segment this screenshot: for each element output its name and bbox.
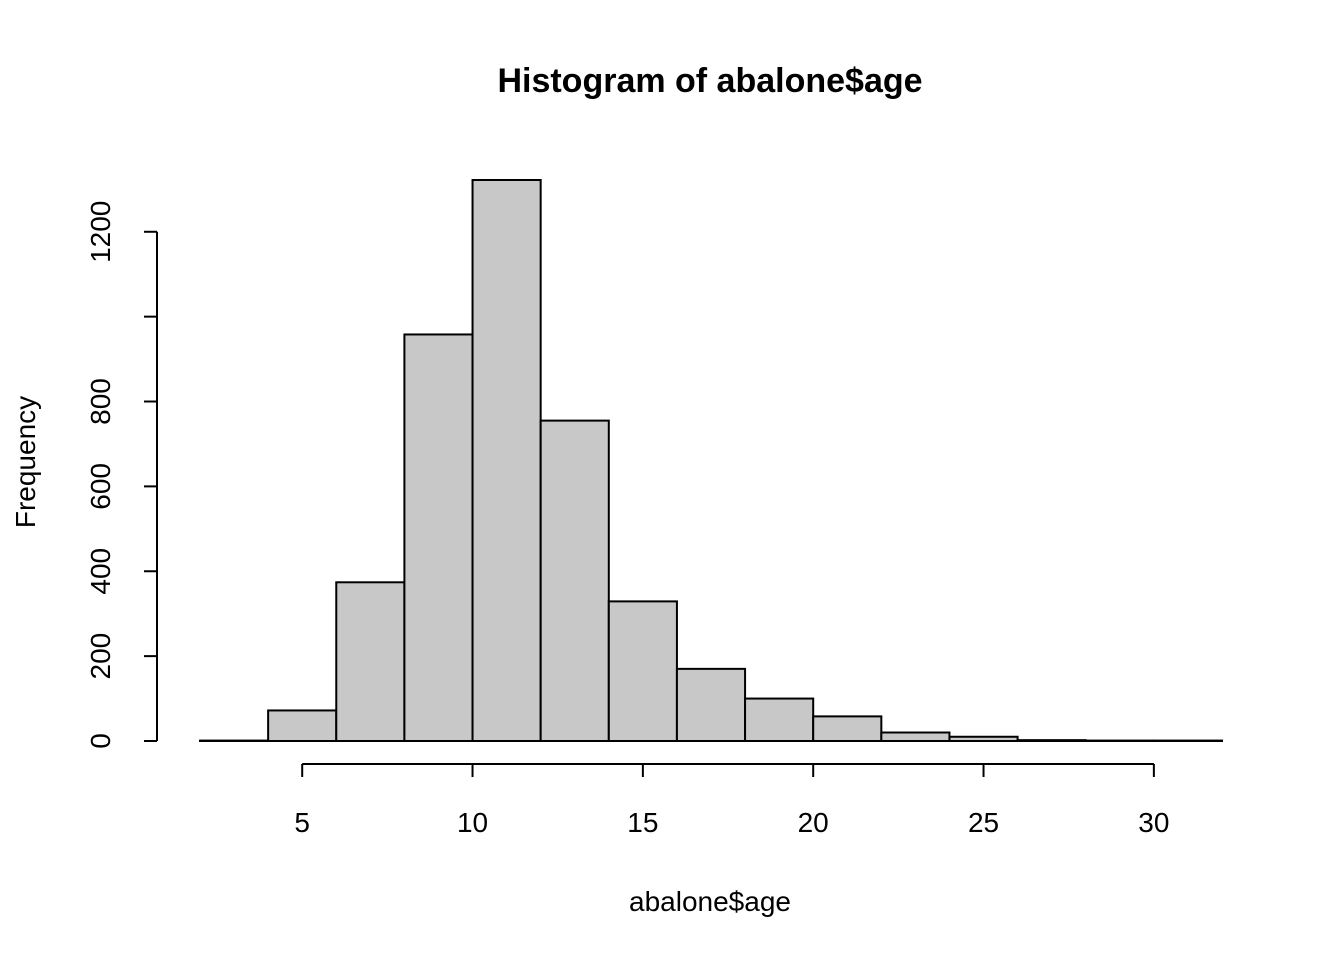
x-tick-label-2: 15 [627, 807, 658, 838]
y-axis: 0 200 400 600 800 1200 [85, 201, 158, 749]
x-axis: 5 10 15 20 25 30 [294, 763, 1169, 838]
histogram-bar-5 [539, 419, 610, 742]
histogram-bar-3 [403, 333, 474, 742]
y-tick-label-3: 600 [85, 463, 116, 510]
histogram-bar-7 [675, 667, 747, 743]
histogram-bar-11 [948, 735, 1019, 742]
y-tick-label-2: 400 [85, 548, 116, 595]
histogram-bar-9 [812, 715, 883, 742]
histogram-bar-2 [335, 581, 406, 742]
chart-title: Histogram of abalone$age [497, 62, 922, 100]
histogram-bar-4 [471, 179, 542, 742]
y-tick-label-6: 1200 [85, 201, 116, 263]
y-axis-label: Frequency [10, 396, 41, 528]
x-tick-label-3: 20 [798, 807, 829, 838]
x-tick-label-1: 10 [457, 807, 488, 838]
y-tick-label-0: 0 [85, 733, 116, 749]
bars-group [199, 179, 1224, 743]
x-tick-label-5: 30 [1138, 807, 1169, 838]
histogram-bar-1 [267, 709, 338, 742]
y-tick-label-1: 200 [85, 633, 116, 680]
histogram-bar-10 [880, 731, 951, 743]
x-tick-label-0: 5 [294, 807, 310, 838]
y-tick-label-4: 800 [85, 378, 116, 425]
histogram-bar-8 [744, 697, 815, 742]
x-axis-label: abalone$age [629, 886, 791, 917]
histogram-bar-12 [1016, 739, 1087, 743]
histogram-bar-6 [607, 600, 678, 742]
x-tick-label-4: 25 [968, 807, 999, 838]
